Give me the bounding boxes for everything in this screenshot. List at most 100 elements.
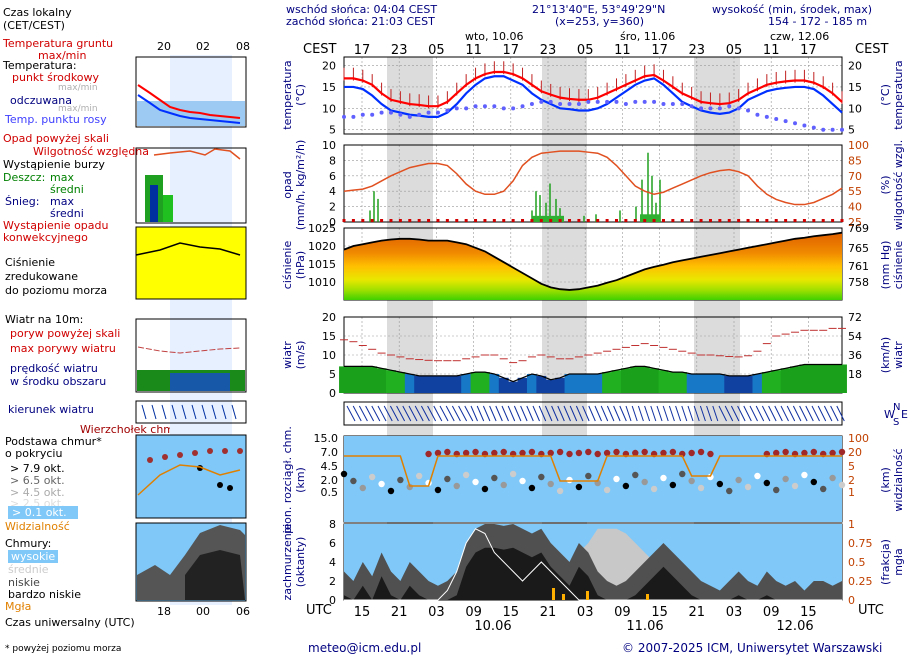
dewpoint-point: [830, 127, 835, 132]
day-label-bottom: 12.06: [776, 619, 813, 634]
axis-tick-label: 1010: [308, 276, 336, 289]
wind-direction-arrow: [551, 405, 559, 422]
cloud-base-point: [763, 479, 771, 487]
precip-flag: [671, 219, 675, 222]
dewpoint-point: [464, 106, 469, 111]
precip-flag: [361, 219, 365, 222]
cloud-base-point: [688, 477, 695, 485]
wind-direction-arrow: [520, 405, 528, 422]
axis-label-cloud-left-unit: (km): [294, 467, 307, 493]
dewpoint-point: [783, 119, 788, 124]
precip-flag: [417, 219, 421, 222]
wind-speed-bar: [677, 372, 688, 393]
cloud-high-line: [344, 528, 842, 601]
precip-flag: [831, 219, 835, 222]
day-label-top: wto, 10.06: [465, 30, 524, 43]
precip-flag: [652, 219, 656, 222]
axis-label-humidity-right-unit: (%): [879, 175, 892, 194]
axis-tick-label: 10: [322, 139, 336, 152]
dewpoint-point: [736, 106, 741, 111]
wind-speed-bar: [592, 374, 603, 393]
wind-direction-arrow: [495, 405, 503, 422]
wind-direction-arrow: [538, 405, 547, 422]
wind-direction-arrow: [799, 405, 808, 422]
wind-speed-bar: [545, 379, 556, 393]
dewpoint-point: [689, 104, 694, 109]
legend-okt-45: > 4.5 okt.: [10, 486, 65, 499]
wind-speed-bar: [470, 372, 481, 393]
axis-tick-label: 7.0: [321, 446, 339, 459]
axis-tick-label: 15: [322, 330, 336, 343]
local-hour-label: 11: [763, 43, 780, 58]
header-coords: 21°13'40"E, 53°49'29"N: [532, 3, 666, 16]
wind-speed-bar: [818, 364, 829, 393]
local-hour-label: 17: [503, 43, 520, 58]
wind-direction-arrow: [600, 405, 609, 422]
dewpoint-point: [727, 104, 732, 109]
wind-direction-arrow: [786, 405, 796, 422]
legend-podstawa: Podstawa chmur* o pokryciu: [5, 435, 102, 460]
fog-bar: [646, 594, 649, 600]
footer-email[interactable]: meteo@icm.edu.pl: [308, 641, 422, 655]
wind-direction-arrow: [439, 405, 449, 422]
wind-direction-arrow: [637, 405, 644, 422]
wind-speed-bar: [526, 374, 537, 393]
dewpoint-point: [454, 106, 459, 111]
wind-direction-arrow: [706, 405, 713, 422]
cloud-base-point: [820, 485, 827, 493]
compass-s: S: [893, 417, 899, 428]
tz-local-left: CEST: [303, 42, 337, 57]
day-label-top: śro, 11.06: [620, 30, 676, 43]
axis-label-pressure-left-unit: (hPa): [294, 251, 307, 279]
dewpoint-point: [755, 112, 760, 117]
axis-tick-label: 8: [329, 154, 336, 167]
legend-opad-konw: Wystąpienie opadu konwekcyjnego: [3, 219, 109, 244]
dewpoint-point: [708, 106, 713, 111]
dewpoint-point: [623, 102, 628, 107]
local-hour-label: 11: [614, 43, 631, 58]
feel-temp-line: [344, 75, 843, 118]
wind-direction-arrow: [445, 405, 455, 422]
wind-direction-arrow: [768, 405, 777, 422]
legend-cet: (CET/CEST): [3, 19, 65, 32]
header-elev-vals: 154 - 172 - 185 m: [768, 15, 868, 28]
wind-speed-bar: [564, 374, 575, 393]
cloud-base-point: [491, 474, 498, 482]
fog-bar: [586, 591, 589, 600]
cloud-base-point: [810, 478, 818, 486]
dewpoint-point: [614, 99, 619, 104]
utc-hour-label: 21: [391, 605, 408, 620]
cloud-base-point: [613, 475, 620, 483]
wind-direction-arrow: [396, 405, 406, 422]
wind-direction-arrow: [836, 405, 845, 422]
wind-speed-bar: [761, 372, 772, 393]
cloud-base-point: [650, 485, 658, 493]
dewpoint-point: [435, 110, 440, 115]
cloud-top-point: [603, 449, 611, 457]
dewpoint-point: [548, 99, 553, 104]
wind-speed-bar: [602, 372, 613, 393]
cloud-top-point: [707, 450, 714, 458]
wind-direction-arrow: [501, 405, 509, 422]
cloud-top-point: [632, 449, 639, 457]
wind-speed-bar: [827, 364, 838, 393]
axis-label-fog-right-unit: (frakcja): [879, 539, 892, 585]
precip-flag: [427, 219, 431, 222]
dewpoint-point: [501, 106, 506, 111]
axis-tick-label: 0: [329, 594, 336, 607]
fog-bar: [562, 594, 565, 600]
cloud-base-point: [387, 487, 395, 495]
axis-tick-label: 0: [848, 594, 855, 607]
tz-utc-right: UTC: [858, 603, 884, 618]
wind-direction-arrow: [451, 405, 461, 422]
legend-czas-lokalny: Czas lokalny: [3, 6, 72, 19]
precip-flag: [398, 219, 402, 222]
axis-tick-label: 0.5: [848, 556, 866, 569]
cloud-top-point: [594, 450, 601, 458]
axis-label-precip-left: opad: [281, 171, 294, 198]
wind-speed-bar: [461, 374, 472, 393]
wind-speed-bar: [573, 374, 584, 393]
precip-flag: [661, 219, 665, 222]
dewpoint-point: [482, 104, 487, 109]
